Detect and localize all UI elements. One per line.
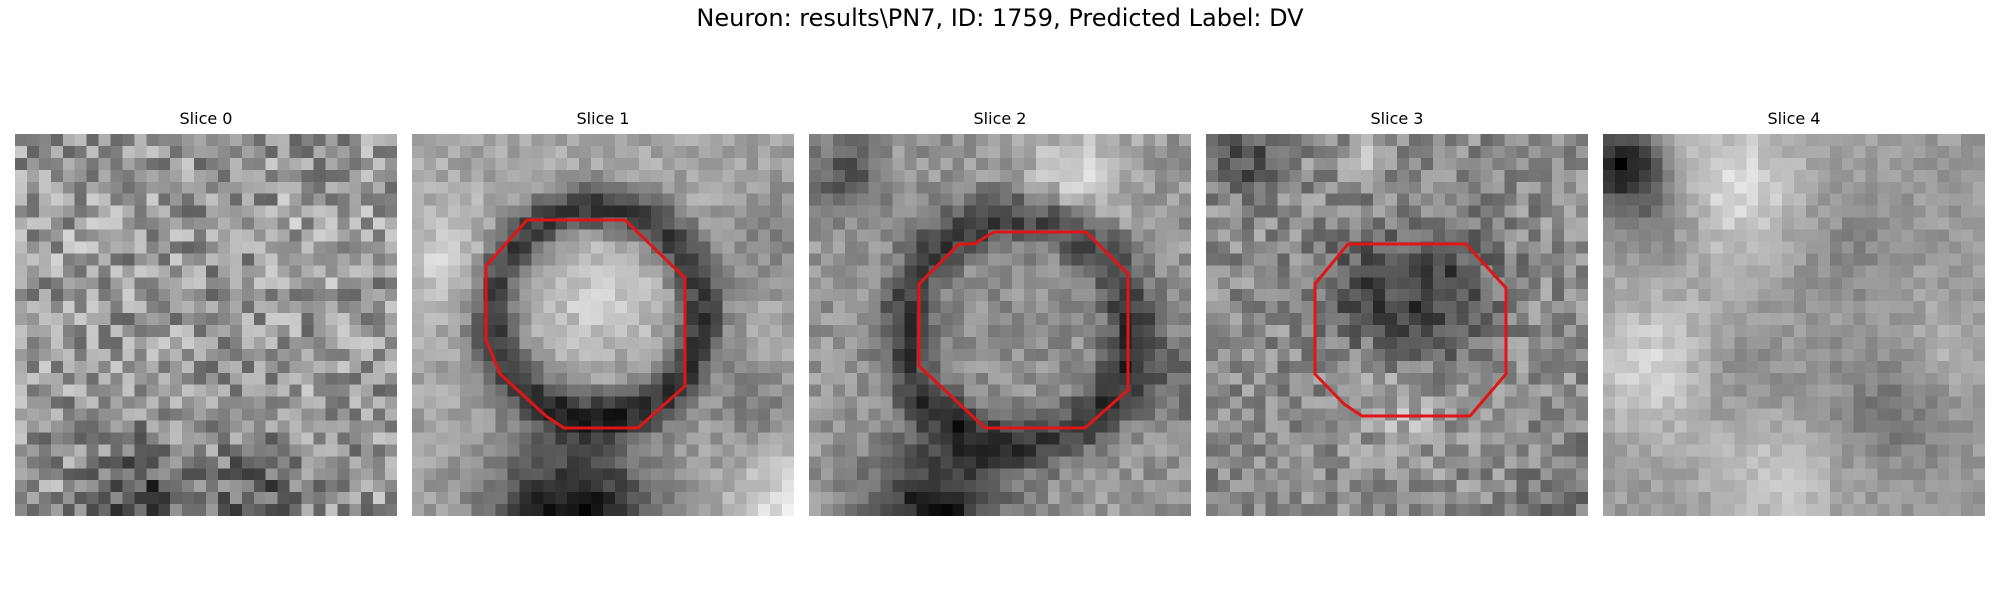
slice-image <box>15 134 397 516</box>
figure-title: Neuron: results\PN7, ID: 1759, Predicted… <box>696 4 1304 32</box>
slice-panel-3: Slice 3 <box>1206 108 1588 516</box>
slice-image <box>412 134 794 516</box>
slice-panel-1: Slice 1 <box>412 108 794 516</box>
contour-overlay <box>917 230 1130 430</box>
slice-title: Slice 1 <box>576 109 630 128</box>
slice-title: Slice 3 <box>1370 109 1424 128</box>
slice-image <box>1206 134 1588 516</box>
slice-panel-4: Slice 4 <box>1603 108 1985 516</box>
slice-title: Slice 2 <box>973 109 1027 128</box>
slice-panel-2: Slice 2 <box>809 108 1191 516</box>
slice-title: Slice 4 <box>1767 109 1821 128</box>
contour-overlay <box>1313 242 1508 418</box>
neuron-contour <box>484 218 687 430</box>
slice-title: Slice 0 <box>179 109 233 128</box>
contour-overlay <box>484 218 687 430</box>
slice-image <box>1603 134 1985 516</box>
neuron-contour <box>917 230 1130 430</box>
slice-panel-0: Slice 0 <box>15 108 397 516</box>
neuron-contour <box>1313 242 1508 418</box>
